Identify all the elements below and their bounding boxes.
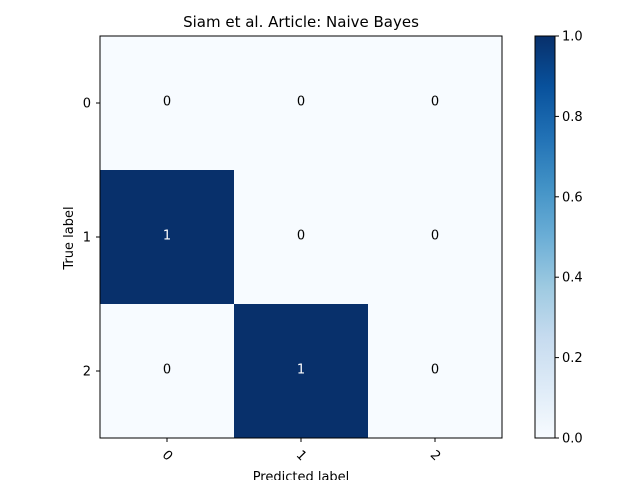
chart-title: Siam et al. Article: Naive Bayes <box>183 13 419 31</box>
y-axis-ticks: 0 1 2 <box>83 97 100 380</box>
cell-value-label: 0 <box>163 95 171 110</box>
heatmap-cell <box>234 36 368 170</box>
heatmap-cell <box>234 170 368 304</box>
heatmap-cell <box>368 36 502 170</box>
cell-value-label: 1 <box>297 363 305 378</box>
x-tick-label: 2 <box>427 448 443 464</box>
colorbar-tick-label: 0.0 <box>562 432 583 447</box>
y-tick-label: 1 <box>83 231 91 246</box>
y-tick-label: 2 <box>83 365 91 380</box>
colorbar-ticks: 0.0 0.2 0.4 0.6 0.8 1.0 <box>555 30 583 447</box>
colorbar-tick-label: 0.2 <box>562 351 583 366</box>
cell-value-label: 0 <box>297 229 305 244</box>
cell-value-label: 0 <box>297 95 305 110</box>
cell-value-labels: 0 0 0 1 0 0 0 1 0 <box>163 95 439 378</box>
heatmap-cell <box>368 170 502 304</box>
colorbar-tick-label: 1.0 <box>562 30 583 45</box>
cell-value-label: 0 <box>431 95 439 110</box>
heatmap-cell <box>100 304 234 438</box>
colorbar-tick-label: 0.6 <box>562 190 583 205</box>
x-axis-label: Predicted label <box>253 470 350 480</box>
heatmap-cell <box>100 170 234 304</box>
heatmap-cell <box>234 304 368 438</box>
cell-value-label: 0 <box>431 229 439 244</box>
x-axis-ticks: 0 1 2 <box>159 438 443 464</box>
cell-value-label: 0 <box>163 363 171 378</box>
y-tick-label: 0 <box>83 97 91 112</box>
cell-value-label: 0 <box>431 363 439 378</box>
x-tick-label: 0 <box>159 448 175 464</box>
y-axis-label: True label <box>62 206 77 270</box>
colorbar <box>534 35 556 439</box>
heatmap-cell <box>368 304 502 438</box>
heatmap-cells <box>100 36 502 438</box>
colorbar-tick-label: 0.8 <box>562 110 583 125</box>
heatmap-cell <box>100 36 234 170</box>
colorbar-tick-label: 0.4 <box>562 271 583 286</box>
cell-value-label: 1 <box>163 229 171 244</box>
x-tick-label: 1 <box>293 448 309 464</box>
